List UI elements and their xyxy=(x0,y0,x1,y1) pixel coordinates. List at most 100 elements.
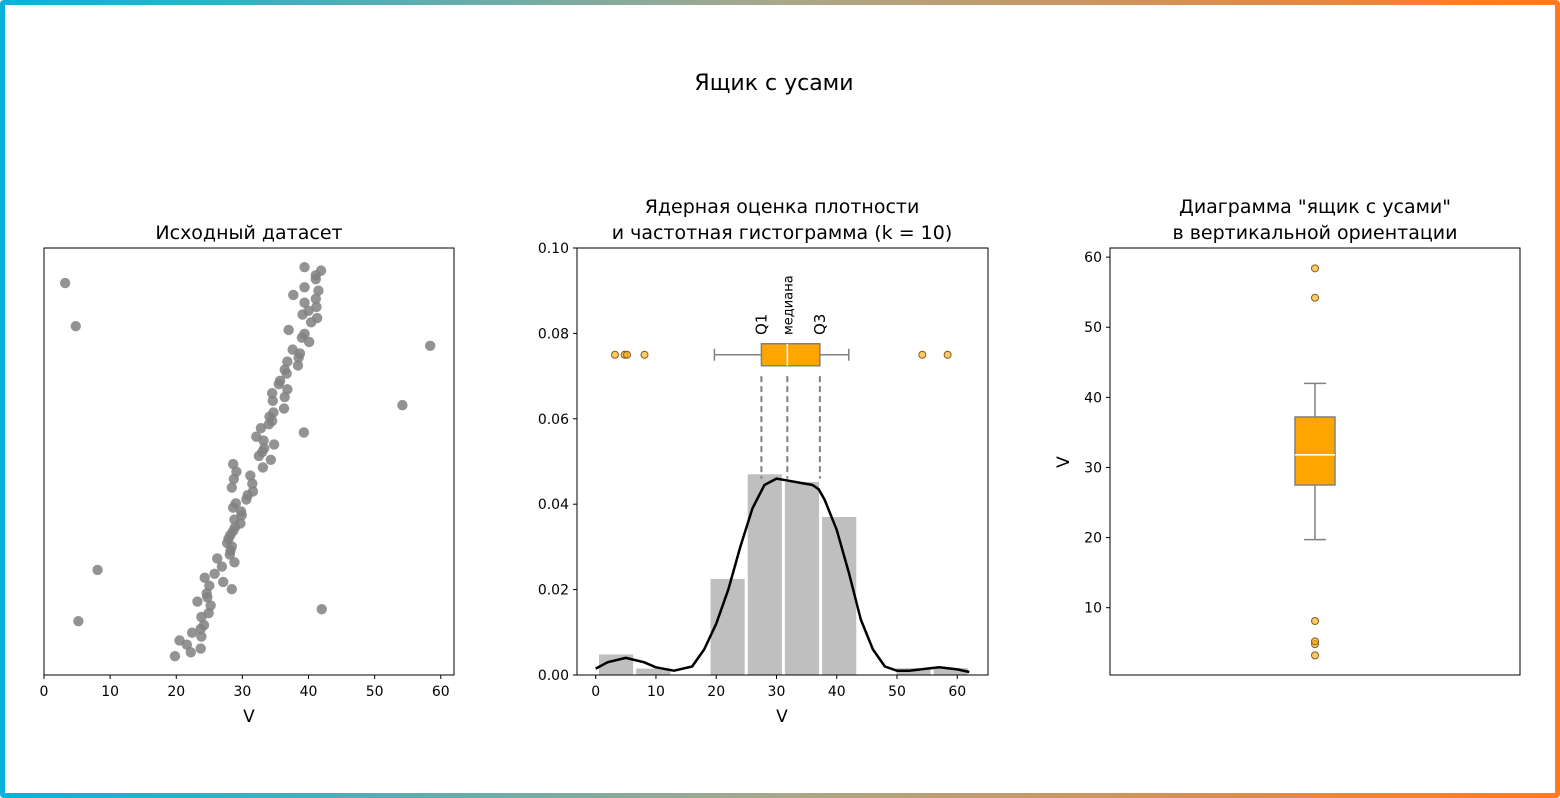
outlier-point xyxy=(943,350,952,359)
scatter-point xyxy=(281,368,292,379)
x-tick-label: 20 xyxy=(707,684,725,700)
scatter-point xyxy=(185,647,197,658)
y-tick-label: 50 xyxy=(1084,320,1102,336)
x-tick-label: 60 xyxy=(948,684,966,700)
hist-bar xyxy=(933,668,968,675)
y-tick-label: 60 xyxy=(1084,250,1102,266)
scatter-point xyxy=(273,379,284,390)
scatter-point xyxy=(195,643,206,654)
scatter-point xyxy=(216,561,228,572)
outlier-point xyxy=(1311,293,1319,302)
scatter-point xyxy=(199,572,210,583)
scatter-point xyxy=(196,631,207,642)
scatter-point xyxy=(247,478,258,489)
scatter-point xyxy=(209,568,220,580)
scatter-point xyxy=(73,615,84,627)
scatter-point xyxy=(299,297,310,308)
scatter-point xyxy=(303,336,315,348)
scatter-title: Исходный датасет xyxy=(155,222,342,244)
x-tick-label: 50 xyxy=(366,684,384,700)
scatter-xlabel: V xyxy=(243,707,255,727)
x-tick-label: 10 xyxy=(647,684,665,700)
hist-xlabel: V xyxy=(776,707,788,727)
scatter-point xyxy=(196,611,207,623)
hist-title-line2: и частотная гистограмма (k = 10) xyxy=(612,222,953,244)
scatter-point xyxy=(227,502,239,513)
scatter-point xyxy=(258,435,269,446)
annotation-label: Q3 xyxy=(811,314,829,335)
scatter-point xyxy=(202,592,213,603)
y-tick-label: 0.00 xyxy=(538,668,569,684)
scatter-point xyxy=(288,289,299,301)
x-tick-label: 40 xyxy=(300,684,318,700)
scatter-point xyxy=(59,277,71,289)
hist-bar xyxy=(896,668,931,675)
y-tick-label: 0.10 xyxy=(538,241,569,257)
hist-axes xyxy=(576,247,989,676)
figure-title: Ящик с усами xyxy=(694,71,853,96)
box xyxy=(760,343,821,367)
scatter-point xyxy=(229,557,240,568)
y-tick-label: 10 xyxy=(1084,601,1102,617)
scatter-point xyxy=(310,273,321,285)
scatter-point xyxy=(226,482,238,493)
scatter-point xyxy=(265,454,277,465)
outlier-point xyxy=(918,350,927,359)
scatter-point xyxy=(278,403,290,414)
scatter-point xyxy=(186,627,198,638)
scatter-point xyxy=(279,391,290,403)
x-tick-label: 40 xyxy=(828,684,846,700)
scatter-point xyxy=(195,623,206,635)
scatter-point xyxy=(181,639,193,650)
x-tick-label: 30 xyxy=(768,684,786,700)
scatter-axes xyxy=(43,247,455,676)
scatter-point xyxy=(299,282,310,293)
y-tick-label: 0.04 xyxy=(538,497,569,513)
scatter-point xyxy=(267,395,279,407)
scatter-point xyxy=(268,439,280,450)
scatter-point xyxy=(212,553,223,564)
hist-bar xyxy=(747,474,782,675)
y-tick-label: 0.08 xyxy=(538,326,569,342)
scatter-point xyxy=(192,596,203,607)
y-tick-label: 40 xyxy=(1084,390,1102,406)
scatter-point xyxy=(255,422,267,434)
scatter-point xyxy=(292,360,304,371)
outlier-point xyxy=(610,350,619,359)
box-axes xyxy=(1109,247,1521,676)
annotation-label: Q1 xyxy=(752,314,770,335)
scatter-point xyxy=(293,352,304,363)
y-tick-label: 0.06 xyxy=(538,412,569,428)
hist-bar xyxy=(598,654,634,675)
annotation-label: медиана xyxy=(781,275,796,335)
x-tick-label: 0 xyxy=(40,684,49,700)
scatter-point xyxy=(298,427,310,438)
outlier-point xyxy=(1311,637,1319,646)
box-ylabel: V xyxy=(1054,456,1074,468)
scatter-point xyxy=(92,564,103,576)
outlier-point xyxy=(1311,617,1319,626)
scatter-point xyxy=(311,301,322,313)
hist-bar xyxy=(636,668,671,675)
scatter-point xyxy=(283,324,294,336)
scatter-point xyxy=(257,462,269,473)
outlier-point xyxy=(640,350,649,359)
scatter-point xyxy=(218,576,229,588)
x-tick-label: 10 xyxy=(101,684,119,700)
hist-bar xyxy=(784,481,820,675)
y-tick-label: 20 xyxy=(1084,531,1102,547)
x-tick-label: 60 xyxy=(432,684,450,700)
scatter-point xyxy=(316,604,327,615)
box-title-line2: в вертикальной ориентации xyxy=(1173,222,1458,244)
box xyxy=(1294,416,1336,486)
outlier-point xyxy=(1311,264,1319,273)
hist-bar xyxy=(822,517,857,675)
scatter-point xyxy=(310,293,321,305)
scatter-point xyxy=(70,320,81,332)
outlier-point xyxy=(623,350,632,359)
scatter-point xyxy=(266,387,278,399)
outlier-point xyxy=(1311,651,1319,660)
x-tick-label: 50 xyxy=(888,684,906,700)
x-tick-label: 30 xyxy=(233,684,251,700)
scatter-point xyxy=(313,285,324,296)
